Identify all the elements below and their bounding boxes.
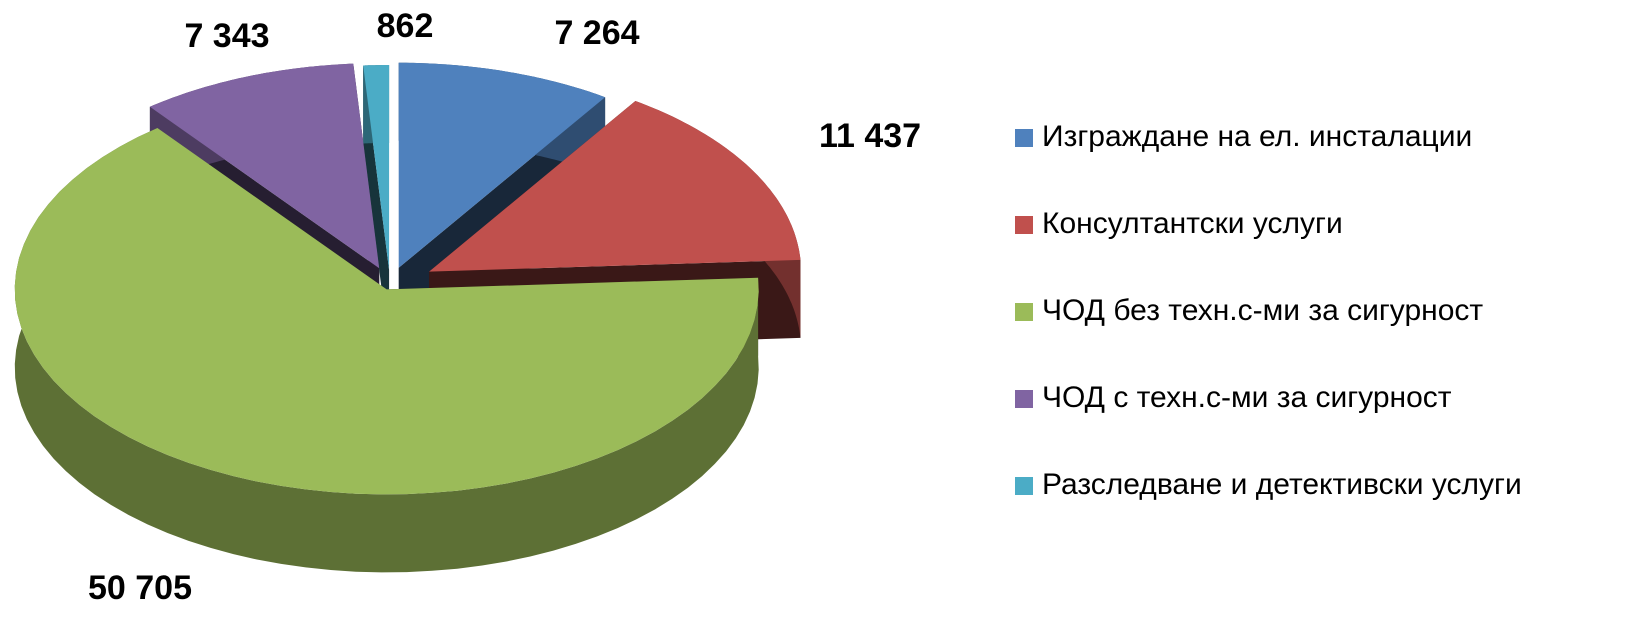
slice <box>429 101 801 272</box>
legend-label: ЧОД с техн.с-ми за сигурност <box>1042 381 1452 414</box>
data-label: 50 705 <box>88 569 192 607</box>
legend-swatch <box>1015 129 1033 147</box>
data-label: 862 <box>377 7 434 45</box>
data-label: 7 264 <box>554 14 639 52</box>
data-label: 11 437 <box>819 117 921 155</box>
legend-swatch <box>1015 303 1033 321</box>
legend-label: Изграждане на ел. инсталации <box>1042 120 1472 153</box>
slice <box>149 63 380 269</box>
legend-label: ЧОД без техн.с-ми за сигурност <box>1042 294 1483 327</box>
legend-swatch <box>1015 216 1033 234</box>
slice <box>14 128 759 495</box>
legend-label: Консултантски услуги <box>1042 207 1343 240</box>
legend-swatch <box>1015 390 1033 408</box>
slice <box>398 62 606 268</box>
legend-swatch <box>1015 477 1033 495</box>
slice <box>363 65 390 270</box>
legend-label: Разследване и детективски услуги <box>1042 468 1522 501</box>
data-label: 7 343 <box>184 17 269 55</box>
